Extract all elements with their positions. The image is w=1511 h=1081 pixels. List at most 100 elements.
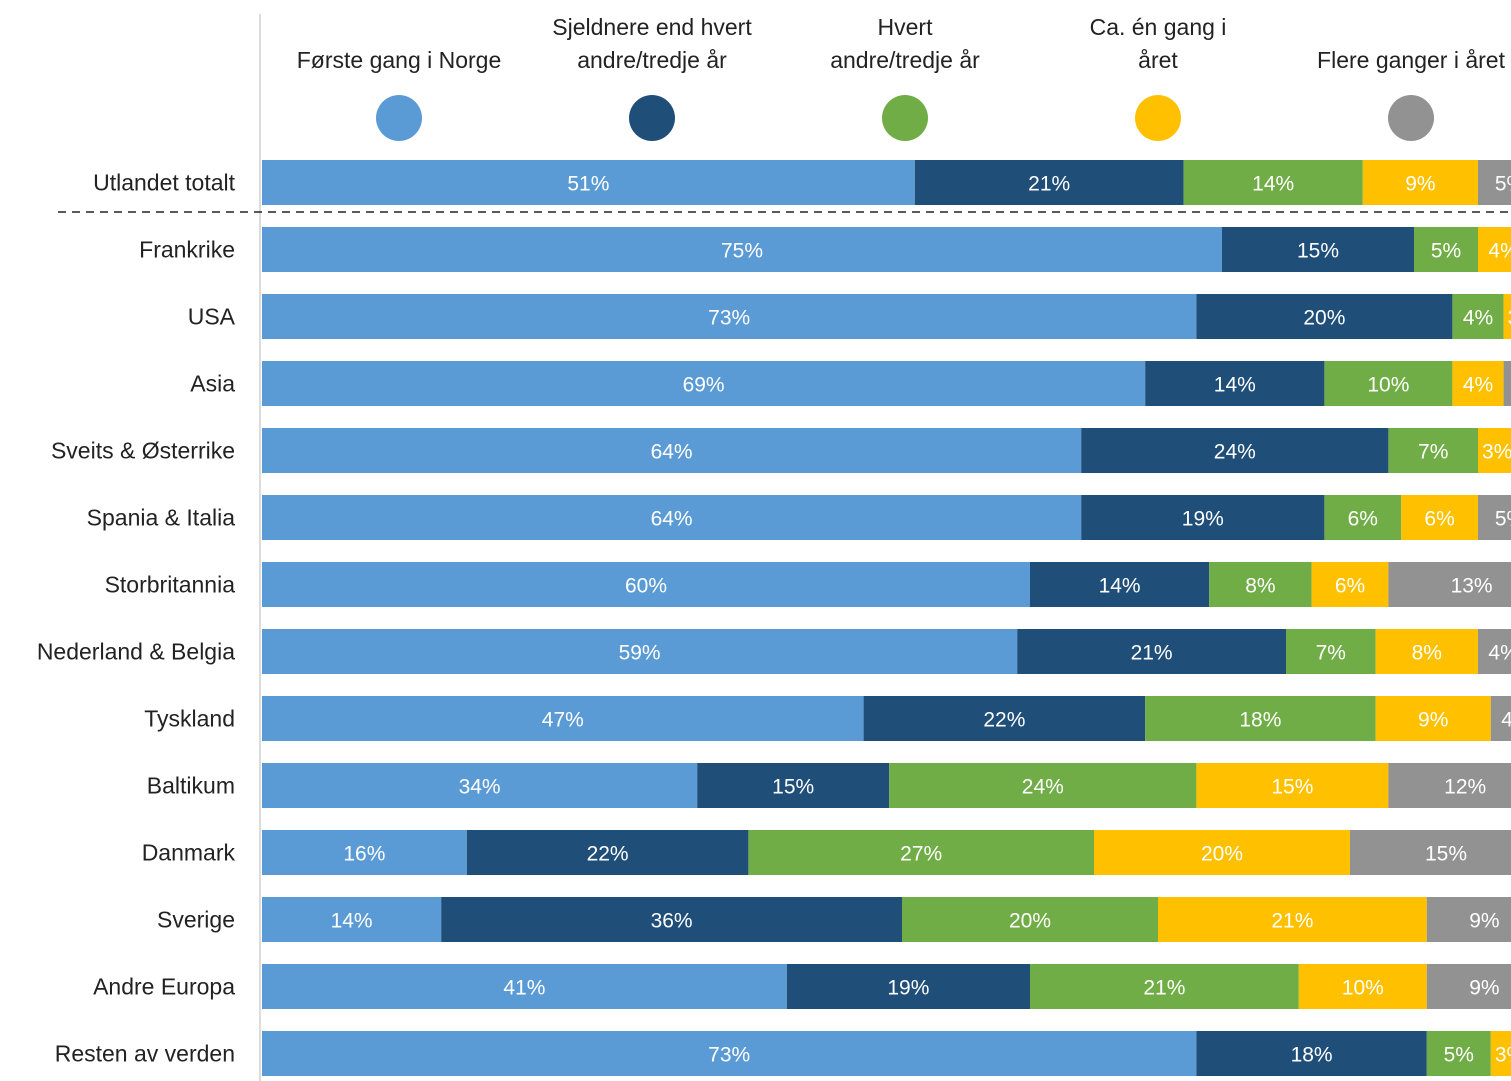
category-label-0: Utlandet totalt <box>93 170 236 196</box>
bar-segment-5-2 <box>1324 495 1402 540</box>
bar-label-5-0: 64% <box>651 508 693 531</box>
bar-segment-2-3 <box>1503 294 1511 339</box>
bar-label-9-3: 15% <box>1271 776 1313 799</box>
bar-segment-8-2 <box>1145 696 1376 741</box>
bar-label-7-2: 7% <box>1316 642 1346 665</box>
bar-segment-3-3 <box>1452 361 1504 406</box>
bar-segment-4-0 <box>262 428 1082 473</box>
bar-label-7-1: 21% <box>1131 642 1173 665</box>
bar-row-2: 73% 20% 4% 3% <box>262 294 1511 339</box>
bar-segment-7-1 <box>1017 629 1286 674</box>
bar-row-12: 41% 19% 21% 10% 9% <box>262 964 1511 1009</box>
bar-row-1: 75% 15% 5% 4% <box>262 227 1511 272</box>
bar-label-12-3: 10% <box>1342 977 1384 1000</box>
bar-label-13-2: 5% <box>1444 1044 1474 1067</box>
legend-label-2-line-1: andre/tredje år <box>830 47 980 73</box>
legend-label-1-line-0: Sjeldnere end hvert <box>552 14 752 40</box>
bar-segment-6-3 <box>1311 562 1389 607</box>
legend-marker-4 <box>1388 95 1434 141</box>
bar-label-10-0: 16% <box>343 843 385 866</box>
bar-segment-13-3 <box>1490 1031 1511 1076</box>
bar-segment-9-0 <box>262 763 698 808</box>
bar-label-5-4: 5% <box>1495 508 1511 531</box>
category-label-11: Sverige <box>157 907 235 933</box>
bar-segment-10-3 <box>1094 830 1350 875</box>
bar-label-2-3: 3% <box>1508 307 1511 330</box>
bar-segment-7-3 <box>1375 629 1478 674</box>
bar-segment-10-4 <box>1350 830 1511 875</box>
legend-label-3-line-0: Ca. én gang i <box>1090 14 1227 40</box>
bar-label-0-3: 9% <box>1405 173 1435 196</box>
bar-label-13-1: 18% <box>1291 1044 1333 1067</box>
bar-label-10-1: 22% <box>587 843 629 866</box>
bar-segment-9-2 <box>889 763 1197 808</box>
bar-label-4-3: 3% <box>1482 441 1511 464</box>
bar-segment-10-2 <box>748 830 1094 875</box>
bar-segment-13-2 <box>1426 1031 1491 1076</box>
bar-row-5: 64% 19% 6% 6% 5% <box>262 495 1511 540</box>
bar-label-10-2: 27% <box>900 843 942 866</box>
bar-row-9: 34% 15% 24% 15% 12% <box>262 763 1511 808</box>
bar-label-1-0: 75% <box>721 240 763 263</box>
bar-segment-2-2 <box>1452 294 1504 339</box>
bar-segment-5-1 <box>1081 495 1325 540</box>
bar-label-2-2: 4% <box>1463 307 1493 330</box>
bar-segment-7-4 <box>1478 629 1511 674</box>
bar-segment-9-4 <box>1388 763 1511 808</box>
bar-segment-7-2 <box>1286 629 1376 674</box>
category-label-1: Frankrike <box>139 237 235 263</box>
bar-segment-8-3 <box>1375 696 1491 741</box>
bar-label-8-2: 18% <box>1239 709 1281 732</box>
bar-label-1-3: 4% <box>1488 240 1511 263</box>
bar-label-7-3: 8% <box>1412 642 1442 665</box>
bar-segment-11-0 <box>262 897 442 942</box>
bar-label-8-0: 47% <box>542 709 584 732</box>
bar-row-11: 14% 36% 20% 21% 9% <box>262 897 1511 942</box>
bar-label-12-4: 9% <box>1469 977 1499 1000</box>
bar-label-12-1: 19% <box>887 977 929 1000</box>
bar-label-4-0: 64% <box>651 441 693 464</box>
bar-label-11-4: 9% <box>1469 910 1499 933</box>
bar-row-7: 59% 21% 7% 8% 4% <box>262 629 1511 674</box>
bar-segment-6-4 <box>1388 562 1511 607</box>
bar-segment-1-1 <box>1222 227 1414 272</box>
category-label-10: Danmark <box>142 840 236 866</box>
bar-label-8-3: 9% <box>1418 709 1448 732</box>
legend-label-2-line-0: Hvert <box>878 14 934 40</box>
bar-segment-3-1 <box>1145 361 1325 406</box>
bar-label-3-1: 14% <box>1214 374 1256 397</box>
bar-label-11-2: 20% <box>1009 910 1051 933</box>
category-label-7: Nederland & Belgia <box>37 639 235 665</box>
bar-label-2-0: 73% <box>708 307 750 330</box>
bar-segment-12-2 <box>1030 964 1299 1009</box>
category-label-13: Resten av verden <box>55 1041 235 1067</box>
bar-segment-13-1 <box>1196 1031 1427 1076</box>
bar-label-0-2: 14% <box>1252 173 1294 196</box>
bar-segment-1-0 <box>262 227 1222 272</box>
bar-label-9-2: 24% <box>1022 776 1064 799</box>
bar-row-13: 73%18%5%3%1% <box>262 1031 1511 1076</box>
bar-label-10-3: 20% <box>1201 843 1243 866</box>
bar-label-5-3: 6% <box>1424 508 1454 531</box>
bar-label-9-0: 34% <box>459 776 501 799</box>
bar-segment-11-4 <box>1426 897 1511 942</box>
bar-segment-11-3 <box>1158 897 1427 942</box>
bar-segment-3-0 <box>262 361 1146 406</box>
category-labels: Utlandet totalt Frankrike USA Asia Sveits & … <box>37 170 236 1067</box>
bar-segment-8-4 <box>1490 696 1511 741</box>
bar-label-13-3: 3% <box>1495 1044 1511 1067</box>
bar-segment-7-0 <box>262 629 1018 674</box>
bar-segment-9-1 <box>697 763 890 808</box>
category-label-3: Asia <box>190 371 235 397</box>
bar-label-11-3: 21% <box>1271 910 1313 933</box>
bar-label-12-0: 41% <box>503 977 545 1000</box>
bar-label-2-1: 20% <box>1303 307 1345 330</box>
bar-segment-12-4 <box>1426 964 1511 1009</box>
bar-segment-0-1 <box>914 160 1184 205</box>
bar-segment-4-3 <box>1478 428 1511 473</box>
bars: 51%21%14%9%5%75%15%5%4%73%20%4%3%69%14%1… <box>262 160 1511 1076</box>
bar-segment-5-4 <box>1478 495 1511 540</box>
bar-label-7-0: 59% <box>619 642 661 665</box>
bar-segment-8-0 <box>262 696 864 741</box>
